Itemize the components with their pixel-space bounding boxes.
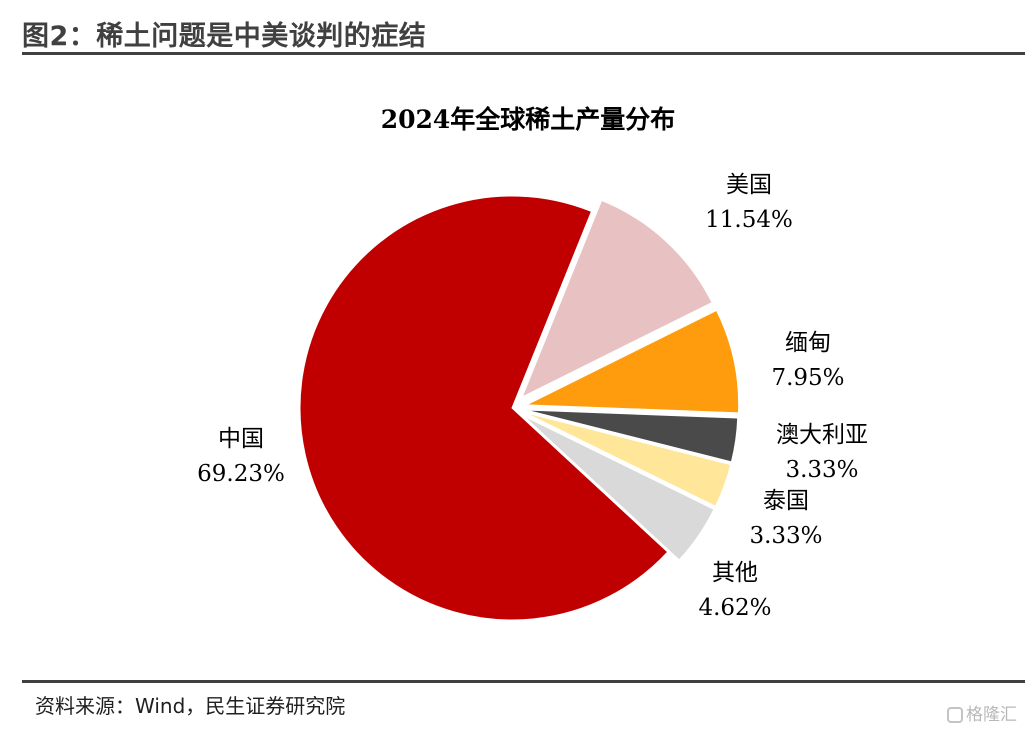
chart-title: 2024年全球稀土产量分布 bbox=[381, 105, 676, 134]
pie-slice-4 bbox=[523, 415, 715, 561]
slice-name-label: 缅甸 bbox=[785, 330, 831, 356]
slice-value-label: 3.33% bbox=[749, 523, 822, 549]
pie-slices bbox=[299, 195, 740, 621]
pie-slice-3 bbox=[524, 412, 732, 507]
pie-slice-0 bbox=[521, 199, 713, 399]
watermark: 格隆汇 bbox=[947, 700, 1017, 725]
slice-name-label: 澳大利亚 bbox=[776, 422, 868, 448]
pie-slice-2 bbox=[525, 409, 739, 463]
figure-title: 图2：稀土问题是中美谈判的症结 bbox=[22, 21, 427, 52]
title-rule bbox=[22, 52, 1025, 55]
slice-name-label: 中国 bbox=[218, 426, 264, 452]
brand-logo-icon bbox=[947, 707, 963, 723]
slice-value-label: 7.95% bbox=[771, 365, 844, 391]
source-rule bbox=[22, 680, 1025, 683]
watermark-text: 格隆汇 bbox=[966, 705, 1017, 725]
slice-value-label: 69.23% bbox=[197, 461, 285, 487]
slice-name-label: 其他 bbox=[712, 560, 758, 586]
pie-labels: 美国 11.54% 缅甸 7.95% 澳大利亚 3.33% 泰国 3.33% 其他 4.62% 中国… bbox=[197, 172, 868, 621]
pie-slice-1 bbox=[526, 309, 740, 414]
slice-value-label: 11.54% bbox=[705, 207, 793, 233]
slice-name-label: 泰国 bbox=[763, 488, 809, 514]
pie-slice-5 bbox=[299, 195, 669, 621]
slice-value-label: 3.33% bbox=[785, 457, 858, 483]
slice-value-label: 4.62% bbox=[698, 595, 771, 621]
source-note: 资料来源：Wind，民生证券研究院 bbox=[35, 694, 346, 718]
slice-name-label: 美国 bbox=[726, 172, 772, 198]
